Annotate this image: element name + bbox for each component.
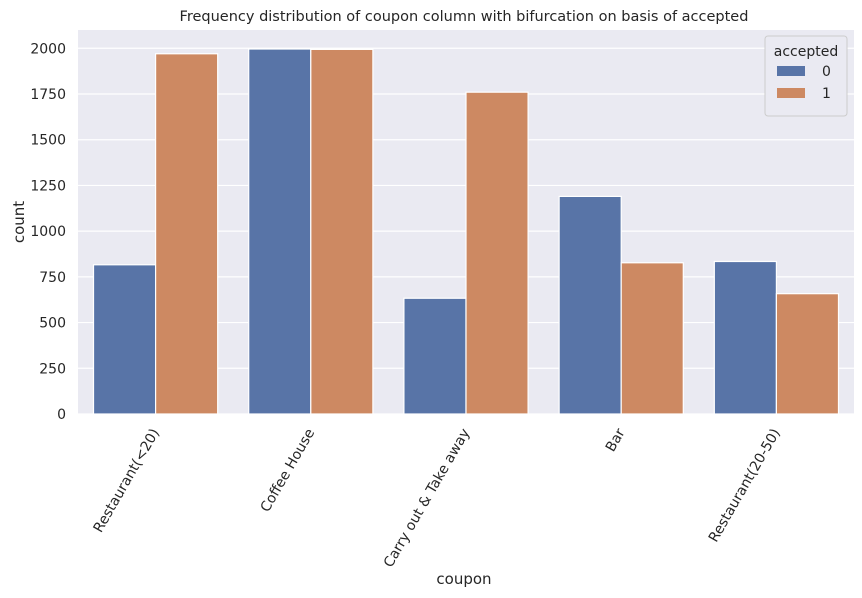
- bar-0-2: [403, 297, 467, 415]
- bar-1-4: [775, 293, 840, 415]
- y-tick-label: 1500: [30, 133, 66, 149]
- x-tick-label: Restaurant(<20): [91, 426, 163, 535]
- legend-label-0: 0: [822, 64, 831, 80]
- x-tick-labels: Restaurant(<20) Coffee House Carry out & T…: [91, 426, 784, 571]
- bar-1-0: [155, 53, 219, 415]
- bar-0-3: [558, 195, 622, 415]
- x-tick-label: Coffee House: [258, 426, 319, 515]
- bar-1-1: [310, 48, 374, 415]
- chart-title: Frequency distribution of coupon column …: [180, 9, 749, 25]
- y-tick-label: 1750: [30, 87, 66, 103]
- y-axis-label: count: [10, 201, 28, 243]
- bar-0-0: [92, 264, 157, 415]
- legend-swatch-1: [777, 88, 805, 98]
- y-tick-label: 2000: [30, 41, 66, 57]
- bar-1-2: [465, 91, 529, 415]
- bar-0-4: [713, 260, 778, 415]
- y-tick-label: 0: [57, 407, 66, 423]
- y-tick-label: 1250: [30, 178, 66, 194]
- legend-label-1: 1: [822, 86, 831, 102]
- y-tick-label: 500: [39, 316, 66, 332]
- y-tick-label: 750: [39, 270, 66, 286]
- bars: [92, 48, 840, 415]
- x-tick-label: Bar: [603, 426, 629, 455]
- y-tick-label: 250: [39, 361, 66, 377]
- bar-0-1: [248, 48, 312, 415]
- y-tick-labels: 0 250 500 750 1000 1250 1500 1750 2000: [30, 41, 66, 423]
- legend-swatch-0: [777, 66, 805, 76]
- bar-1-3: [620, 262, 684, 415]
- x-axis-label: coupon: [436, 570, 491, 588]
- x-tick-label: Restaurant(20-50): [706, 426, 784, 545]
- x-tick-label: Carry out & Take away: [381, 426, 474, 570]
- legend-title: accepted: [774, 44, 838, 60]
- legend: accepted 0 1: [764, 35, 848, 117]
- y-tick-label: 1000: [30, 224, 66, 240]
